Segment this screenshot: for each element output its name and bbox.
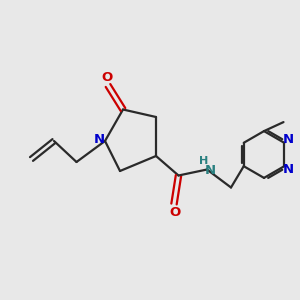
Text: N: N xyxy=(93,133,105,146)
Text: O: O xyxy=(101,70,112,84)
Text: H: H xyxy=(199,155,209,166)
Text: N: N xyxy=(283,133,294,146)
Text: N: N xyxy=(204,164,216,178)
Text: O: O xyxy=(170,206,181,219)
Text: N: N xyxy=(283,163,294,176)
